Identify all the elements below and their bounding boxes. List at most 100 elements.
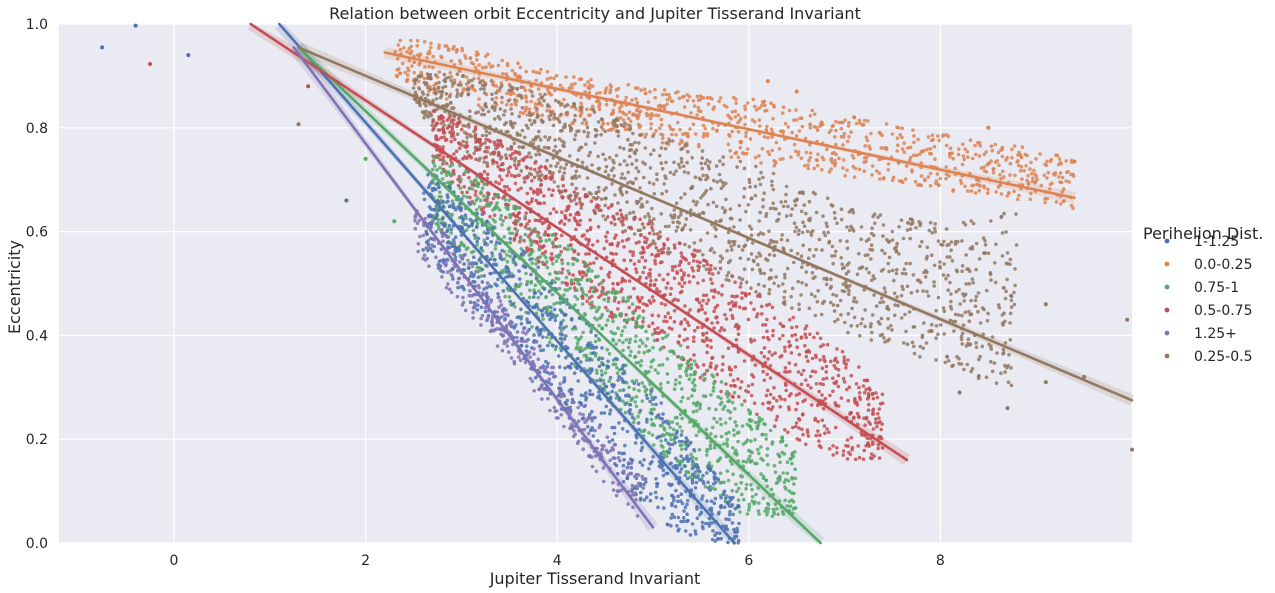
data-point — [412, 70, 417, 75]
data-point — [868, 324, 873, 329]
data-point — [804, 270, 809, 274]
data-point — [677, 241, 682, 245]
data-point — [579, 101, 583, 106]
data-point — [478, 80, 482, 85]
data-point — [570, 175, 575, 180]
data-point — [434, 97, 439, 101]
data-point — [516, 219, 520, 224]
data-point — [674, 378, 678, 382]
data-point — [696, 365, 700, 369]
data-point — [795, 401, 800, 406]
data-point — [671, 127, 675, 132]
data-point — [595, 371, 599, 376]
data-point — [1016, 159, 1020, 163]
data-point — [656, 314, 661, 318]
data-point — [912, 351, 917, 356]
data-point — [1000, 313, 1005, 317]
data-point — [740, 291, 744, 295]
data-point — [982, 152, 987, 157]
data-point — [648, 90, 652, 94]
data-point — [619, 312, 624, 317]
data-point — [921, 346, 925, 351]
data-point — [587, 90, 592, 95]
data-point — [770, 135, 774, 139]
data-point — [890, 268, 895, 273]
data-point — [970, 366, 975, 371]
data-point — [730, 521, 735, 525]
data-point — [767, 252, 772, 257]
data-point — [768, 376, 773, 380]
data-point — [640, 202, 644, 207]
data-point — [775, 219, 779, 223]
data-point — [685, 337, 690, 341]
data-point — [771, 103, 776, 108]
data-point — [656, 104, 661, 108]
data-point — [743, 291, 747, 296]
data-point — [576, 252, 581, 256]
data-point — [492, 108, 497, 112]
data-point — [723, 313, 727, 317]
data-point — [621, 222, 625, 227]
data-point — [1048, 187, 1052, 191]
data-point — [594, 256, 599, 261]
data-point — [506, 227, 511, 231]
data-point — [426, 93, 430, 97]
data-point — [705, 231, 710, 235]
data-point — [1032, 168, 1036, 173]
data-point — [634, 334, 638, 339]
data-point — [783, 289, 787, 294]
data-point — [567, 271, 572, 276]
data-point — [528, 288, 532, 293]
data-point — [532, 175, 537, 180]
data-point — [538, 255, 543, 259]
data-point — [814, 247, 818, 252]
data-point — [864, 387, 868, 392]
data-point — [530, 178, 534, 183]
data-point — [839, 255, 843, 260]
data-point — [795, 345, 799, 350]
data-point — [783, 199, 788, 204]
data-point — [579, 203, 584, 207]
data-point — [657, 363, 662, 368]
data-point — [995, 351, 999, 355]
data-point — [515, 228, 519, 233]
data-point — [450, 212, 454, 217]
data-point — [1005, 251, 1010, 255]
data-point — [512, 141, 517, 146]
data-point — [450, 106, 454, 110]
data-point — [933, 222, 937, 226]
data-point — [640, 222, 645, 226]
data-point — [1001, 286, 1006, 290]
data-point — [677, 355, 681, 359]
data-point — [758, 269, 762, 273]
data-point — [586, 80, 590, 84]
data-point — [537, 129, 541, 134]
data-point — [548, 211, 553, 216]
data-point — [925, 245, 930, 250]
data-point — [562, 222, 567, 226]
data-point — [860, 265, 865, 269]
data-point — [1025, 178, 1029, 183]
data-point — [809, 292, 814, 297]
data-point — [631, 250, 636, 254]
data-point — [670, 132, 674, 137]
data-point — [476, 76, 481, 81]
data-point — [457, 141, 462, 146]
data-point — [812, 112, 817, 116]
data-point — [704, 293, 709, 298]
data-point — [701, 258, 706, 263]
data-point — [647, 324, 651, 329]
data-point — [409, 44, 414, 49]
data-point — [503, 202, 508, 207]
data-point — [621, 118, 626, 122]
data-point — [799, 335, 804, 340]
data-point — [870, 442, 875, 447]
data-point — [847, 261, 851, 265]
data-point — [761, 474, 766, 479]
data-point — [556, 277, 561, 281]
data-point — [697, 429, 701, 434]
data-point — [903, 312, 907, 317]
data-point — [473, 189, 478, 194]
data-point — [879, 146, 883, 150]
data-point — [680, 355, 685, 360]
